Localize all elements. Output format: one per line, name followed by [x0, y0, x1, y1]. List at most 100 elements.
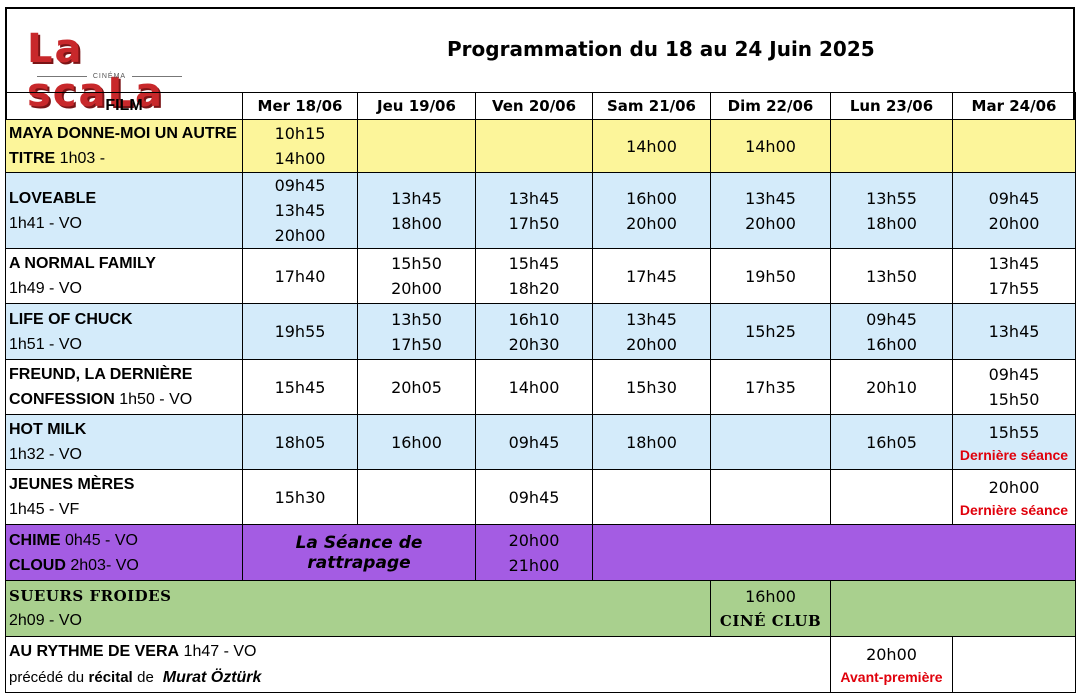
showtime: 15h25 [745, 322, 796, 341]
showtime-cell: 20h00 21h00 [475, 524, 593, 581]
col-header-day: Mer 18/06 [242, 92, 358, 120]
showtime: 20h00 [274, 226, 326, 245]
empty-cell [952, 636, 1076, 693]
showtime-cell: 16h00 20h00 [592, 172, 711, 249]
showtime: 13h45 [508, 188, 560, 208]
showtime: 16h00 [626, 188, 677, 208]
showtime: 13h45 [391, 188, 442, 208]
showtime: 19h55 [274, 322, 326, 341]
cineclub-label: CINÉ CLUB [719, 611, 822, 630]
col-header-film: FILM [5, 92, 243, 120]
showtime-cell: 20h05 [357, 359, 476, 415]
showtime: 20h30 [508, 334, 560, 354]
film-meta: 1h32 - VO [9, 446, 82, 463]
col-header-day: Mar 24/06 [952, 92, 1076, 120]
showtime-cell: 13h45 18h00 [357, 172, 476, 249]
showtime: 10h15 [274, 124, 326, 143]
showtime-cell: 18h05 [242, 414, 358, 470]
showtime: 18h05 [274, 432, 326, 452]
film-title: A NORMAL FAMILY [9, 255, 156, 272]
showtime-cell: 13h45 17h50 [475, 172, 593, 249]
showtime: 15h50 [988, 390, 1040, 409]
showtime-cell: 15h30 [592, 359, 711, 415]
showtime-cell: 14h00 [475, 359, 593, 415]
film-meta: 1h50 - VO [119, 391, 193, 408]
showtime: 16h00 [745, 586, 796, 606]
film-title: MAYA DONNE-MOI UN AUTRE TITRE [9, 125, 237, 167]
film-row: A NORMAL FAMILY 1h49 - VO 17h40 15h50 20h00 1… [5, 248, 1076, 304]
film-cell: FREUND, LA DERNIÈRE CONFESSION 1h50 - VO [5, 359, 243, 415]
empty-cell [830, 580, 1076, 637]
showtime: 13h45 [274, 201, 326, 220]
showtime: 15h55 [988, 422, 1040, 442]
showtime-cell: 15h50 20h00 [357, 248, 476, 304]
film-title: AU RYTHME DE VERA [9, 642, 180, 660]
col-header-day: Jeu 19/06 [357, 92, 476, 120]
showtime: 09h45 [508, 487, 560, 507]
showtime: 21h00 [508, 555, 560, 575]
showtime-cell: 15h55 Dernière séance [952, 414, 1076, 470]
showtime: 09h45 [274, 176, 326, 195]
film-meta: 0h45 - VO [65, 531, 138, 549]
showtime: 17h50 [508, 213, 560, 233]
showtime-cell: 16h00 CINÉ CLUB [710, 580, 831, 637]
showtime: 14h00 [745, 136, 796, 156]
film-cell: MAYA DONNE-MOI UN AUTRE TITRE 1h03 - [5, 119, 243, 173]
film-meta: 2h09 - VO [9, 612, 82, 629]
showtime: 14h00 [626, 136, 677, 156]
showtime: 15h50 [391, 254, 442, 273]
film-meta: 1h41 - VO [9, 214, 82, 232]
showtime: 20h00 [626, 213, 677, 233]
showtime: 13h45 [626, 309, 677, 329]
recital-word: récital [88, 668, 133, 686]
showtime: 20h00 [745, 213, 796, 233]
showtime-cell: 17h35 [710, 359, 831, 415]
cineclub-row: SUEURS FROIDES 2h09 - VO 16h00 CINÉ CLUB [5, 580, 1076, 637]
film-meta: 1h49 - VO [9, 280, 82, 297]
showtime: 13h45 [988, 254, 1040, 273]
logo-subtitle: CINÉMA [27, 73, 192, 80]
showtime-cell: 15h45 18h20 [475, 248, 593, 304]
film-meta: 1h03 - [59, 150, 106, 167]
film-title: SUEURS FROIDES [9, 587, 172, 605]
showtime-cell: 17h45 [592, 248, 711, 304]
col-header-day: Ven 20/06 [475, 92, 593, 120]
film-title: LOVEABLE [9, 189, 97, 207]
cinema-logo: La scaLa CINÉMA [27, 27, 197, 115]
showtime: 14h00 [274, 149, 326, 168]
showtime: 17h45 [626, 266, 677, 286]
col-header-day: Lun 23/06 [830, 92, 953, 120]
showtime: 17h40 [274, 266, 326, 286]
showtime: 15h30 [626, 377, 677, 397]
film-cell: LIFE OF CHUCK 1h51 - VO [5, 303, 243, 360]
showtime: 16h05 [866, 432, 917, 452]
showtime: 19h50 [745, 266, 796, 286]
showtime: 20h00 [988, 477, 1040, 497]
showtime-cell: 13h45 [952, 303, 1076, 360]
film-title: JEUNES MÈRES [9, 476, 135, 493]
header-row: FILM Mer 18/06 Jeu 19/06 Ven 20/06 Sam 2… [5, 92, 1076, 120]
showtime-cell: 20h00 Avant-première [830, 636, 953, 693]
film-cell: HOT MILK 1h32 - VO [5, 414, 243, 470]
showtime: 13h45 [745, 188, 796, 208]
performer-name: Murat Öztürk [162, 668, 262, 686]
film-meta: 1h47 - VO [183, 642, 257, 660]
col-header-day: Dim 22/06 [710, 92, 831, 120]
film-row: MAYA DONNE-MOI UN AUTRE TITRE 1h03 - 10h1… [5, 119, 1076, 173]
showtime: 13h45 [988, 322, 1040, 341]
showtime-cell: 13h45 17h55 [952, 248, 1076, 304]
showtime-cell: 15h25 [710, 303, 831, 360]
film-meta: 2h03- VO [70, 556, 139, 574]
film-cell: SUEURS FROIDES 2h09 - VO [5, 580, 711, 637]
showtime-cell: 13h45 20h00 [710, 172, 831, 249]
showtime-cell: 13h45 20h00 [592, 303, 711, 360]
showtime: 14h00 [508, 377, 560, 397]
empty-cell [592, 524, 1076, 581]
showtime-cell [592, 469, 711, 525]
film-row: HOT MILK 1h32 - VO 18h05 16h00 09h45 18h00 16h… [5, 414, 1076, 470]
showtime-cell: 13h50 [830, 248, 953, 304]
showtime-cell: 09h45 15h50 [952, 359, 1076, 415]
showtime: 16h00 [866, 334, 917, 354]
film-title: FREUND, LA DERNIÈRE CONFESSION [9, 366, 193, 408]
showtime-cell: 19h50 [710, 248, 831, 304]
